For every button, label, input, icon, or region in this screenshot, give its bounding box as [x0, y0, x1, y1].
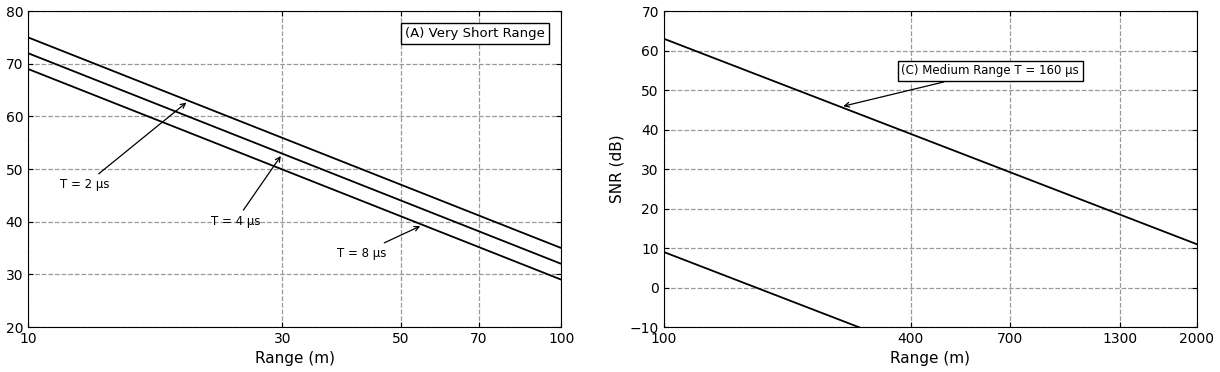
Text: (A) Very Short Range: (A) Very Short Range [405, 27, 545, 40]
Text: T = 8 μs: T = 8 μs [337, 227, 418, 260]
Text: T = 4 μs: T = 4 μs [211, 157, 281, 228]
X-axis label: Range (m): Range (m) [891, 352, 970, 366]
Y-axis label: SNR (dB): SNR (dB) [609, 135, 625, 203]
Text: (C) Medium Range T = 160 μs: (C) Medium Range T = 160 μs [844, 64, 1080, 107]
Text: T = 2 μs: T = 2 μs [61, 103, 185, 191]
X-axis label: Range (m): Range (m) [255, 352, 334, 366]
